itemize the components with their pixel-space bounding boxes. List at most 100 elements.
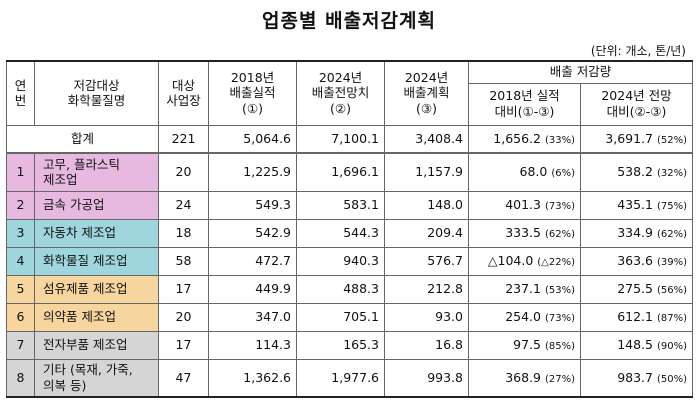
row-2024-forecast: 488.3	[296, 274, 385, 304]
row-2024-forecast: 940.3	[296, 246, 385, 276]
row-count: 18	[158, 218, 209, 248]
percent: (6%)	[551, 168, 575, 179]
header-reduction-vs-2024: 2024년 전망 대비(②-③)	[579, 82, 694, 126]
table-row: 3 자동차 제조업 18 542.9 544.3 209.4 333.5 (62%) 334.…	[6, 218, 694, 248]
row-2024-forecast: 705.1	[296, 302, 385, 332]
value: 3,691.7	[605, 130, 653, 146]
value: 368.9	[505, 369, 541, 385]
percent: (56%)	[656, 284, 688, 296]
row-2024-plan: 93.0	[384, 302, 469, 332]
percent: (△22%)	[537, 256, 575, 268]
row-number: 4	[6, 246, 35, 276]
row-2024-plan: 209.4	[384, 218, 469, 248]
row-reduction-2024: 538.2 (32%)	[579, 152, 694, 192]
value: 334.9	[617, 224, 653, 240]
table-row: 1 고무, 플라스틱 제조업 20 1,225.9 1,696.1 1,157.9 68.0…	[6, 152, 694, 192]
row-number: 3	[6, 218, 35, 248]
total-reduction-2024: 3,691.7 (52%)	[579, 124, 694, 154]
row-2018-actual: 549.3	[208, 190, 297, 220]
row-2018-actual: 1,362.6	[208, 358, 297, 398]
value: 983.7	[617, 369, 653, 385]
percent: (52%)	[656, 134, 688, 146]
row-number: 1	[6, 152, 35, 192]
percent: (33%)	[544, 134, 575, 146]
row-reduction-2018: 254.0 (73%)	[468, 302, 581, 332]
row-2024-plan: 993.8	[384, 358, 469, 398]
percent: (85%)	[544, 340, 575, 352]
row-reduction-2018: 237.1 (53%)	[468, 274, 581, 304]
total-reduction-2018: 1,656.2 (33%)	[468, 124, 581, 154]
row-reduction-2018: △104.0 (△22%)	[468, 246, 581, 276]
header-2018-actual: 2018년 배출실적 (①)	[208, 60, 297, 126]
row-2024-plan: 148.0	[384, 190, 469, 220]
table-row: 2 금속 가공업 24 549.3 583.1 148.0 401.3 (73%) 435.1…	[6, 190, 694, 220]
row-number: 2	[6, 190, 35, 220]
total-2024-forecast: 7,100.1	[296, 124, 385, 154]
total-row: 합계 221 5,064.6 7,100.1 3,408.4 1,656.2 (…	[6, 124, 694, 154]
row-name: 금속 가공업	[34, 190, 159, 220]
row-2024-forecast: 544.3	[296, 218, 385, 248]
header-reduction: 배출 저감량	[467, 60, 694, 84]
row-reduction-2018: 368.9 (27%)	[468, 358, 581, 398]
header-name: 저감대상 화학물질명	[34, 60, 159, 126]
percent: (73%)	[544, 200, 575, 212]
row-number: 7	[6, 330, 35, 360]
percent: (75%)	[656, 200, 688, 212]
row-number: 5	[6, 274, 35, 304]
percent: (53%)	[544, 284, 575, 296]
row-name: 의약품 제조업	[34, 302, 159, 332]
emission-reduction-table: 연 번 저감대상 화학물질명 대상 사업장 2018년 배출실적 (①) 202…	[6, 60, 694, 398]
total-count: 221	[158, 124, 209, 154]
value: 68.0	[519, 164, 548, 179]
page-title: 업종별 배출저감계획	[262, 10, 436, 32]
percent: (87%)	[656, 312, 688, 324]
percent: (62%)	[544, 228, 575, 240]
table-row: 6 의약품 제조업 20 347.0 705.1 93.0 254.0 (73%) 612.1…	[6, 302, 694, 332]
row-name: 고무, 플라스틱 제조업	[34, 152, 159, 192]
total-label: 합계	[6, 124, 159, 154]
table-row: 7 전자부품 제조업 17 114.3 165.3 16.8 97.5 (85%) 148.5…	[6, 330, 694, 360]
row-reduction-2024: 148.5 (90%)	[579, 330, 694, 360]
percent: (73%)	[544, 312, 575, 324]
table-row: 4 화학물질 제조업 58 472.7 940.3 576.7 △104.0 (△22%) 3…	[6, 246, 694, 276]
table-row: 5 섬유제품 제조업 17 449.9 488.3 212.8 237.1 (53%) 275…	[6, 274, 694, 304]
row-count: 24	[158, 190, 209, 220]
row-name: 전자부품 제조업	[34, 330, 159, 360]
value: 401.3	[505, 196, 541, 212]
row-reduction-2024: 983.7 (50%)	[579, 358, 694, 398]
row-2024-plan: 212.8	[384, 274, 469, 304]
value: 237.1	[505, 280, 541, 296]
row-2018-actual: 1,225.9	[208, 152, 297, 192]
row-number: 6	[6, 302, 35, 332]
row-2024-forecast: 165.3	[296, 330, 385, 360]
row-count: 20	[158, 152, 209, 192]
value: 148.5	[617, 336, 653, 352]
header-no: 연 번	[6, 60, 35, 126]
row-2024-forecast: 1,696.1	[296, 152, 385, 192]
row-number: 8	[6, 358, 35, 398]
header-count: 대상 사업장	[158, 60, 209, 126]
row-name: 자동차 제조업	[34, 218, 159, 248]
row-2018-actual: 472.7	[208, 246, 297, 276]
header-2024-plan: 2024년 배출계획 (③)	[384, 60, 469, 126]
percent: (90%)	[656, 340, 688, 352]
row-reduction-2024: 363.6 (39%)	[579, 246, 694, 276]
row-reduction-2018: 68.0 (6%)	[468, 152, 581, 192]
header-reduction-vs-2018: 2018년 실적 대비(①-③)	[468, 82, 581, 126]
header-2024-forecast: 2024년 배출전망치 (②)	[296, 60, 385, 126]
value: 1,656.2	[493, 130, 541, 146]
total-2024-plan: 3,408.4	[384, 124, 469, 154]
value: 612.1	[617, 308, 653, 324]
value: 275.5	[617, 280, 653, 296]
value: 97.5	[513, 336, 541, 352]
percent: (62%)	[656, 228, 688, 240]
percent: (32%)	[656, 168, 688, 179]
row-reduction-2018: 333.5 (62%)	[468, 218, 581, 248]
row-name: 화학물질 제조업	[34, 246, 159, 276]
value: 435.1	[617, 196, 653, 212]
row-reduction-2024: 612.1 (87%)	[579, 302, 694, 332]
row-2018-actual: 114.3	[208, 330, 297, 360]
value: 363.6	[617, 252, 653, 268]
row-2024-plan: 16.8	[384, 330, 469, 360]
percent: (39%)	[656, 256, 688, 268]
